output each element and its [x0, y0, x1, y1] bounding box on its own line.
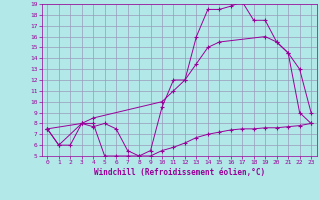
X-axis label: Windchill (Refroidissement éolien,°C): Windchill (Refroidissement éolien,°C) [94, 168, 265, 177]
